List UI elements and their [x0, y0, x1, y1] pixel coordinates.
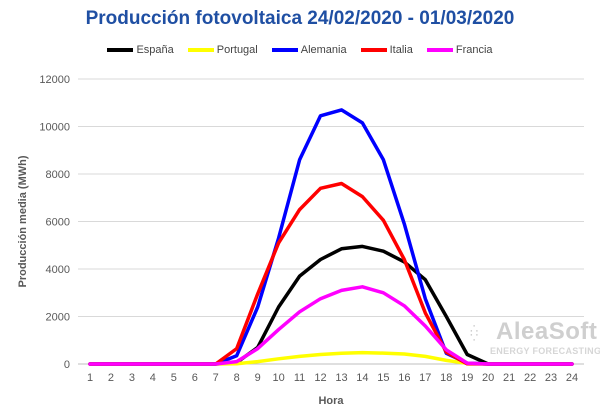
x-tick-label-11: 11 — [294, 372, 305, 384]
x-tick-label-18: 18 — [440, 372, 452, 384]
x-tick-label-17: 17 — [419, 372, 431, 384]
x-tick-label-23: 23 — [545, 372, 557, 384]
x-tick-label-13: 13 — [335, 372, 347, 384]
y-tick-label-4000: 4000 — [46, 264, 70, 276]
watermark-logo: ∴ ∵ AleaSoft ENERGY FORECASTING — [470, 318, 600, 366]
series-line-francia — [88, 285, 574, 366]
x-tick-label-4: 4 — [150, 372, 156, 384]
y-axis-label: Producción media (MWh) — [17, 155, 29, 287]
legend-item-portugal: Portugal — [187, 44, 258, 56]
x-tick-label-10: 10 — [272, 372, 284, 384]
x-tick-label-2: 2 — [108, 372, 114, 384]
legend-item-alemania: Alemania — [271, 44, 347, 56]
legend-swatch-espana — [107, 48, 134, 52]
y-tick-label-10000: 10000 — [39, 122, 70, 134]
x-tick-label-22: 22 — [524, 372, 536, 384]
watermark-sub: ENERGY FORECASTING — [490, 346, 600, 356]
x-axis-label: Hora — [318, 395, 344, 407]
x-tick-label-6: 6 — [192, 372, 198, 384]
y-tick-label-8000: 8000 — [46, 169, 70, 181]
legend-label-portugal: Portugal — [216, 44, 258, 56]
watermark-dots-icon: ∴ ∵ — [470, 321, 479, 345]
x-tick-label-3: 3 — [129, 372, 135, 384]
legend-label-italia: Italia — [389, 44, 413, 56]
legend-label-espana: España — [136, 44, 174, 56]
legend-item-espana: España — [107, 44, 174, 56]
legend-item-italia: Italia — [360, 44, 413, 56]
series-line-alemania — [88, 108, 574, 366]
x-tick-label-21: 21 — [503, 372, 515, 384]
watermark-main: AleaSoft — [496, 318, 598, 345]
x-tick-label-7: 7 — [213, 372, 219, 384]
x-tick-label-19: 19 — [461, 372, 473, 384]
x-tick-label-9: 9 — [255, 372, 261, 384]
legend-label-francia: Francia — [455, 44, 493, 56]
chart-legend: España Portugal Alemania Italia Francia — [0, 44, 600, 56]
x-tick-label-12: 12 — [314, 372, 326, 384]
y-tick-label-2000: 2000 — [46, 312, 70, 324]
legend-swatch-portugal — [187, 48, 214, 52]
legend-swatch-italia — [360, 48, 387, 52]
x-tick-label-1: 1 — [87, 372, 93, 384]
legend-item-francia: Francia — [426, 44, 493, 56]
legend-swatch-alemania — [271, 48, 298, 52]
series-line-espana — [88, 244, 574, 366]
x-tick-label-14: 14 — [356, 372, 368, 384]
y-tick-label-0: 0 — [64, 359, 70, 371]
legend-label-alemania: Alemania — [300, 44, 347, 56]
series-line-italia — [88, 181, 574, 366]
x-tick-label-20: 20 — [482, 372, 494, 384]
chart-title: Producción fotovoltaica 24/02/2020 - 01/… — [85, 8, 515, 29]
y-tick-label-12000: 12000 — [39, 74, 70, 86]
y-tick-label-6000: 6000 — [46, 217, 70, 229]
x-tick-label-16: 16 — [398, 372, 410, 384]
x-tick-label-24: 24 — [566, 372, 578, 384]
x-tick-label-8: 8 — [234, 372, 240, 384]
x-tick-label-5: 5 — [171, 372, 177, 384]
legend-swatch-francia — [426, 48, 453, 52]
x-tick-label-15: 15 — [377, 372, 389, 384]
